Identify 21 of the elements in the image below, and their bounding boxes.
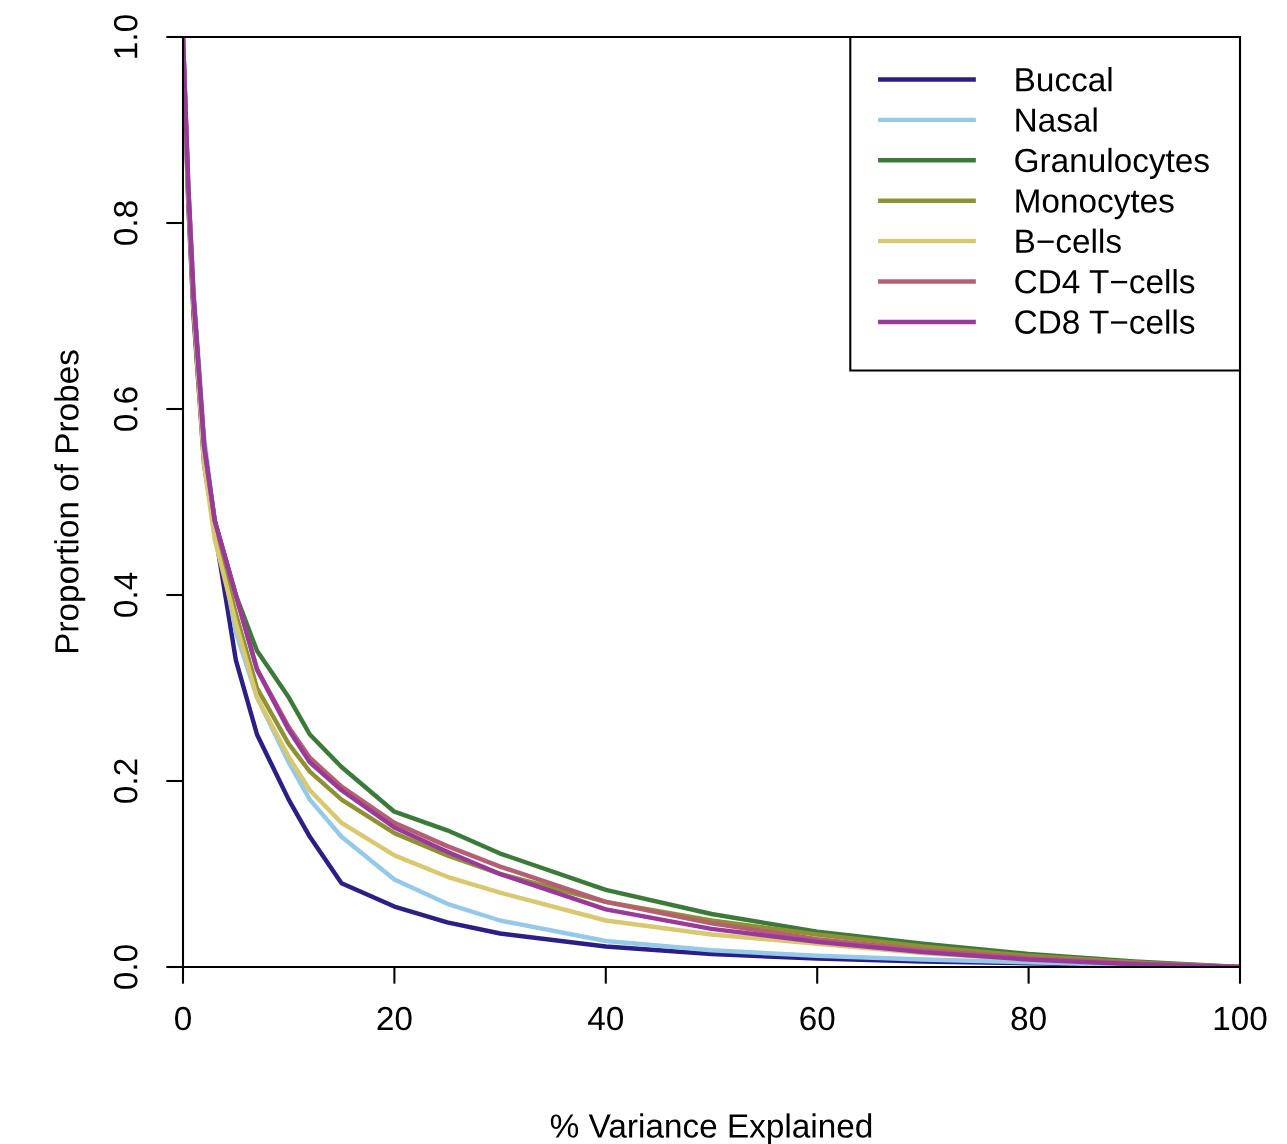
legend-label: Monocytes [1016,189,1174,220]
y-tick-label: 0.6 [113,387,138,431]
legend-label: Buccal [1016,67,1112,92]
y-axis-title: Proportion of Probes [54,350,86,653]
x-tick-label: 80 [1011,1006,1046,1031]
legend-label: CD4 T−cells [1015,269,1195,294]
y-tick-label: 0.0 [113,945,138,989]
y-tick-label: 0.4 [113,572,138,617]
x-tick-label: 20 [377,1006,412,1031]
y-tick-label: 0.8 [113,201,138,245]
x-tick-label: 0 [175,1006,191,1031]
legend-label: Granulocytes [1015,147,1209,179]
y-tick-label: 0.2 [113,759,138,803]
y-tick-label: 1.0 [113,15,138,58]
x-tick-label: 100 [1214,1006,1267,1031]
x-axis-title: % Variance Explained [550,1113,872,1144]
x-tick-label: 40 [588,1006,624,1031]
legend-label: Nasal [1016,107,1097,132]
x-tick-label: 60 [800,1006,835,1031]
legend-label: CD8 T−cells [1015,309,1195,334]
legend-label: B−cells [1016,228,1121,254]
